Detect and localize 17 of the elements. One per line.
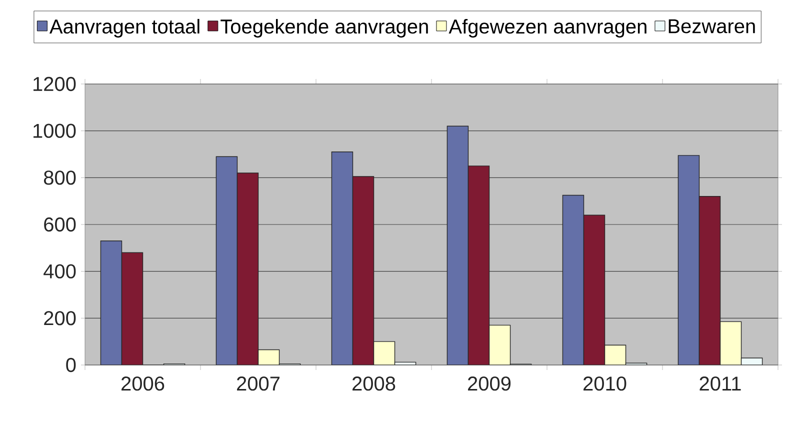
x-tick-label: 2007 [237, 376, 280, 391]
legend-label: Afgewezen aanvragen [448, 18, 646, 38]
y-tick-label: 600 [44, 217, 76, 232]
y-tick-label: 1000 [34, 124, 76, 138]
y-tick-label: 400 [44, 264, 76, 278]
legend-label: Bezwaren [668, 19, 755, 34]
y-tick-label: 1200 [34, 76, 76, 92]
y-tick-label: 200 [44, 311, 76, 326]
y-tick-label: 0 [66, 358, 76, 372]
y-tick-label: 800 [44, 170, 76, 185]
x-tick-label: 2010 [584, 376, 626, 391]
legend-label: Aanvragen totaal [49, 18, 200, 38]
x-tick-label: 2009 [468, 376, 511, 391]
x-tick-label: 2008 [352, 376, 396, 391]
x-tick-label: 2006 [122, 376, 164, 391]
x-tick-label: 2011 [700, 376, 741, 391]
legend-label: Toegekende aanvragen [220, 18, 428, 38]
